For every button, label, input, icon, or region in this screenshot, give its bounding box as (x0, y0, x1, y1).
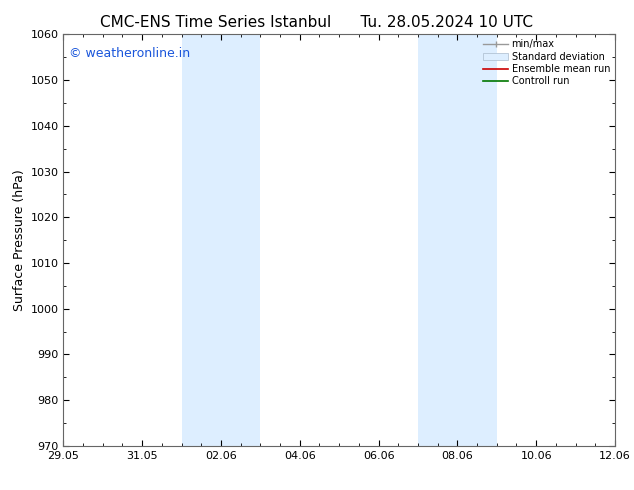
Text: © weatheronline.in: © weatheronline.in (69, 47, 190, 60)
Text: CMC-ENS Time Series Istanbul      Tu. 28.05.2024 10 UTC: CMC-ENS Time Series Istanbul Tu. 28.05.2… (101, 15, 533, 30)
Y-axis label: Surface Pressure (hPa): Surface Pressure (hPa) (13, 169, 26, 311)
Bar (418, 34, 457, 446)
Legend: min/max, Standard deviation, Ensemble mean run, Controll run: min/max, Standard deviation, Ensemble me… (481, 36, 613, 89)
Bar (457, 34, 497, 446)
Bar (221, 34, 261, 446)
Bar (181, 34, 221, 446)
